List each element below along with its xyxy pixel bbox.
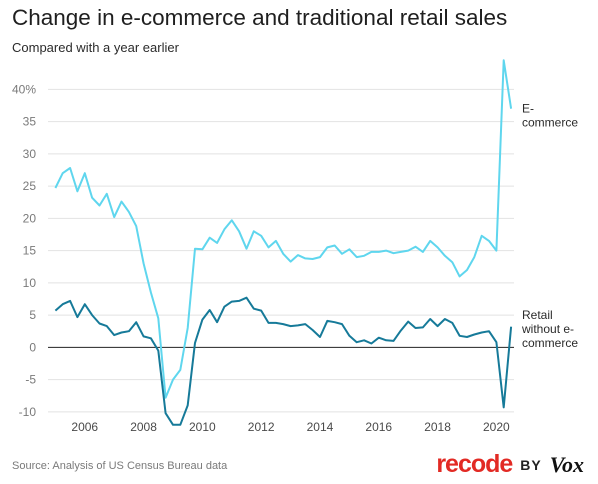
series-lines	[54, 59, 513, 426]
y-tick-label: 20	[23, 211, 37, 225]
x-tick-label: 2018	[424, 420, 451, 434]
chart-subtitle: Compared with a year earlier	[12, 40, 179, 55]
x-tick-label: 2016	[365, 420, 392, 434]
retail-line	[54, 296, 513, 426]
gridlines	[48, 88, 514, 413]
x-tick-label: 2014	[307, 420, 334, 434]
x-tick-label: 2008	[130, 420, 157, 434]
brand-logo: recode BY Vox	[436, 450, 584, 479]
vox-logo: Vox	[549, 451, 584, 477]
y-tick-label: -10	[19, 405, 37, 419]
y-tick-label: 10	[23, 276, 37, 290]
x-tick-label: 2010	[189, 420, 216, 434]
x-tick-label: 2020	[483, 420, 510, 434]
y-tick-label: 40%	[12, 82, 36, 96]
y-tick-label: -5	[25, 373, 36, 387]
brand-by: BY	[520, 456, 542, 473]
ecommerce-label: E-commerce	[522, 102, 578, 130]
x-axis-ticks: 2006 2008 2010 2012 2014 2016 2018 2020	[71, 420, 510, 434]
y-tick-label: 15	[23, 244, 37, 258]
chart-title: Change in e-commerce and traditional ret…	[12, 5, 508, 30]
source-note: Source: Analysis of US Census Bureau dat…	[12, 460, 228, 472]
y-tick-label: 0	[29, 340, 36, 354]
retail-label: Retail without e-commerce	[521, 308, 578, 350]
y-tick-label: 30	[23, 147, 37, 161]
y-tick-label: 5	[29, 308, 36, 322]
y-tick-label: 25	[23, 179, 37, 193]
recode-logo: recode	[436, 450, 513, 478]
y-tick-label: 35	[23, 115, 37, 129]
ecommerce-line	[54, 59, 513, 399]
x-tick-label: 2006	[71, 420, 98, 434]
series-labels: E-commerce Retail without e-commerce	[521, 102, 578, 350]
y-axis-ticks: -10 -5 0 5 10 15 20 25 30 35 40%	[12, 82, 36, 419]
x-tick-label: 2012	[248, 420, 275, 434]
